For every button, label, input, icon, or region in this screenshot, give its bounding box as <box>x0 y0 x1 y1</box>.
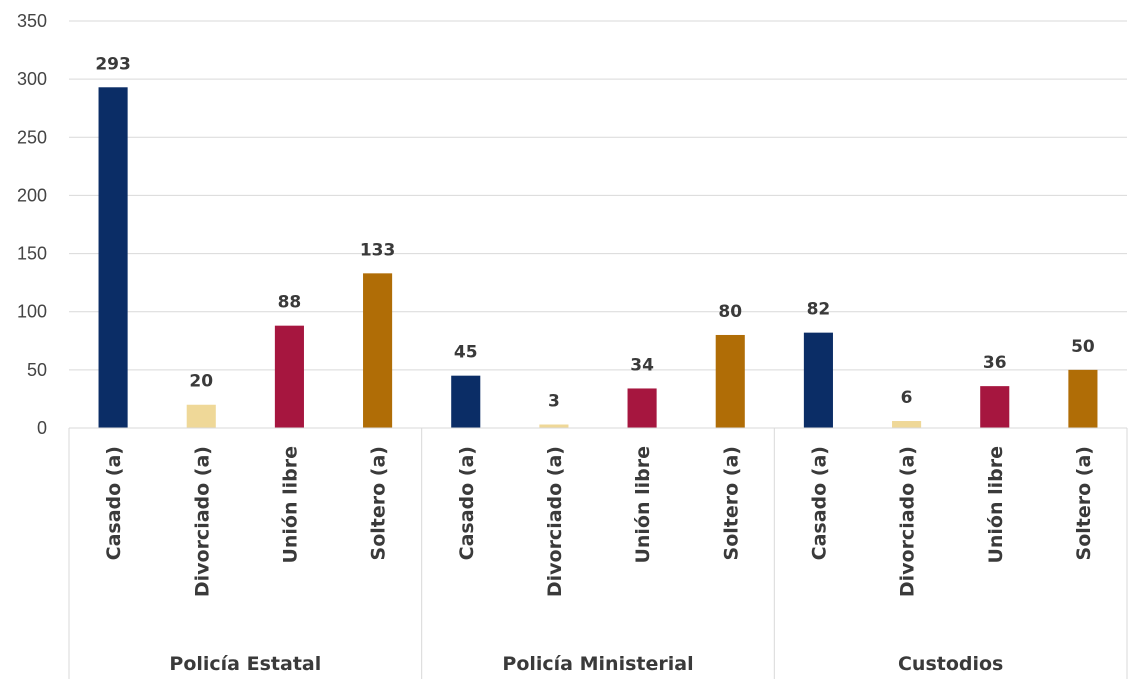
category-label: Unión libre <box>279 446 301 564</box>
bar <box>1068 369 1098 428</box>
data-label: 293 <box>95 54 131 74</box>
category-label: Divorciado (a) <box>544 446 566 597</box>
bar <box>715 334 745 428</box>
group-label: Policía Estatal <box>169 653 321 675</box>
data-label: 6 <box>901 388 913 408</box>
category-label: Divorciado (a) <box>897 446 919 597</box>
data-label: 3 <box>548 392 560 412</box>
category-label: Soltero (a) <box>1073 446 1095 560</box>
bar <box>98 87 128 428</box>
bar <box>451 375 481 428</box>
data-label: 133 <box>360 240 396 260</box>
data-label: 20 <box>189 372 213 392</box>
data-label: 34 <box>630 355 654 375</box>
bar <box>980 386 1010 428</box>
y-tick-label: 300 <box>17 69 47 89</box>
category-label: Divorciado (a) <box>191 446 213 597</box>
category-labels: Casado (a) Divorciado (a) Unión libre Solte… <box>103 446 1095 597</box>
category-axis <box>68 427 1128 679</box>
data-label: 82 <box>807 300 831 320</box>
data-labels: 293 20 88 133 45 3 34 80 82 6 36 50 <box>95 54 1095 411</box>
category-label: Casado (a) <box>808 446 830 560</box>
y-tick-label: 350 <box>17 11 47 31</box>
group-label: Custodios <box>898 653 1003 675</box>
y-tick-label: 200 <box>17 185 47 205</box>
bar <box>627 388 657 428</box>
category-label: Unión libre <box>985 446 1007 564</box>
data-label: 88 <box>278 293 302 313</box>
y-tick-label: 50 <box>27 360 47 380</box>
bar <box>803 332 833 428</box>
group-labels: Policía Estatal Policía Ministerial Custod… <box>169 653 1003 675</box>
bar <box>539 424 569 428</box>
y-tick-label: 150 <box>17 244 47 264</box>
data-label: 80 <box>718 302 742 322</box>
data-label: 45 <box>454 343 478 363</box>
bar <box>892 421 922 428</box>
category-label: Casado (a) <box>456 446 478 560</box>
category-label: Soltero (a) <box>720 446 742 560</box>
category-label: Casado (a) <box>103 446 125 560</box>
bar <box>186 404 216 428</box>
gridlines <box>69 20 1127 371</box>
data-label: 50 <box>1071 337 1095 357</box>
y-tick-label: 100 <box>17 302 47 322</box>
bar <box>363 273 393 428</box>
group-label: Policía Ministerial <box>502 653 693 675</box>
category-label: Soltero (a) <box>368 446 390 560</box>
y-tick-label: 250 <box>17 127 47 147</box>
bar <box>274 325 304 428</box>
data-label: 36 <box>983 353 1007 373</box>
category-label: Unión libre <box>632 446 654 564</box>
y-tick-label: 0 <box>37 418 47 438</box>
y-axis-tick-labels: 0 50 100 150 200 250 300 350 <box>17 11 47 438</box>
bars <box>98 87 1098 428</box>
